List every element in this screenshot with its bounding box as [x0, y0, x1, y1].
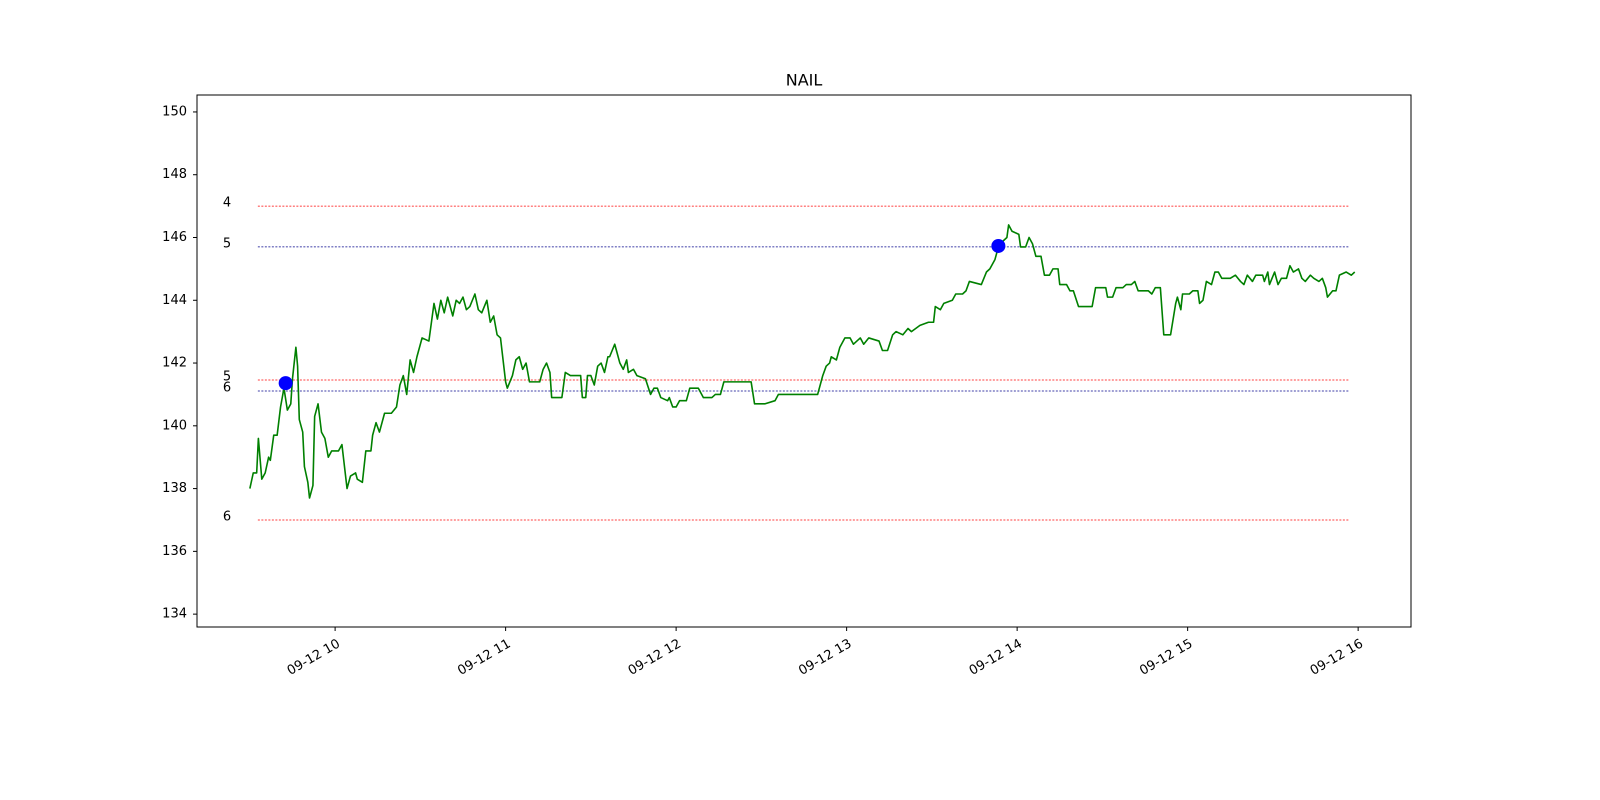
chart-title: NAIL: [786, 71, 823, 90]
y-tick-label: 136: [162, 544, 187, 559]
level-label: 6: [223, 509, 231, 524]
level-label: 4: [223, 196, 231, 211]
y-tick-label: 146: [162, 230, 187, 245]
signal-marker: [278, 376, 293, 391]
price-line: [249, 224, 1356, 499]
y-tick-label: 134: [162, 607, 187, 622]
y-tick-label: 142: [162, 356, 187, 371]
level-label: 6: [223, 380, 231, 395]
y-tick-label: 140: [162, 418, 187, 433]
signal-marker: [991, 238, 1006, 253]
level-label: 5: [223, 369, 231, 384]
y-tick-label: 144: [162, 293, 187, 308]
y-tick-label: 150: [162, 104, 187, 119]
level-label: 5: [223, 236, 231, 251]
y-tick-label: 138: [162, 481, 187, 496]
plot-frame: [196, 94, 1412, 628]
y-tick-label: 148: [162, 167, 187, 182]
